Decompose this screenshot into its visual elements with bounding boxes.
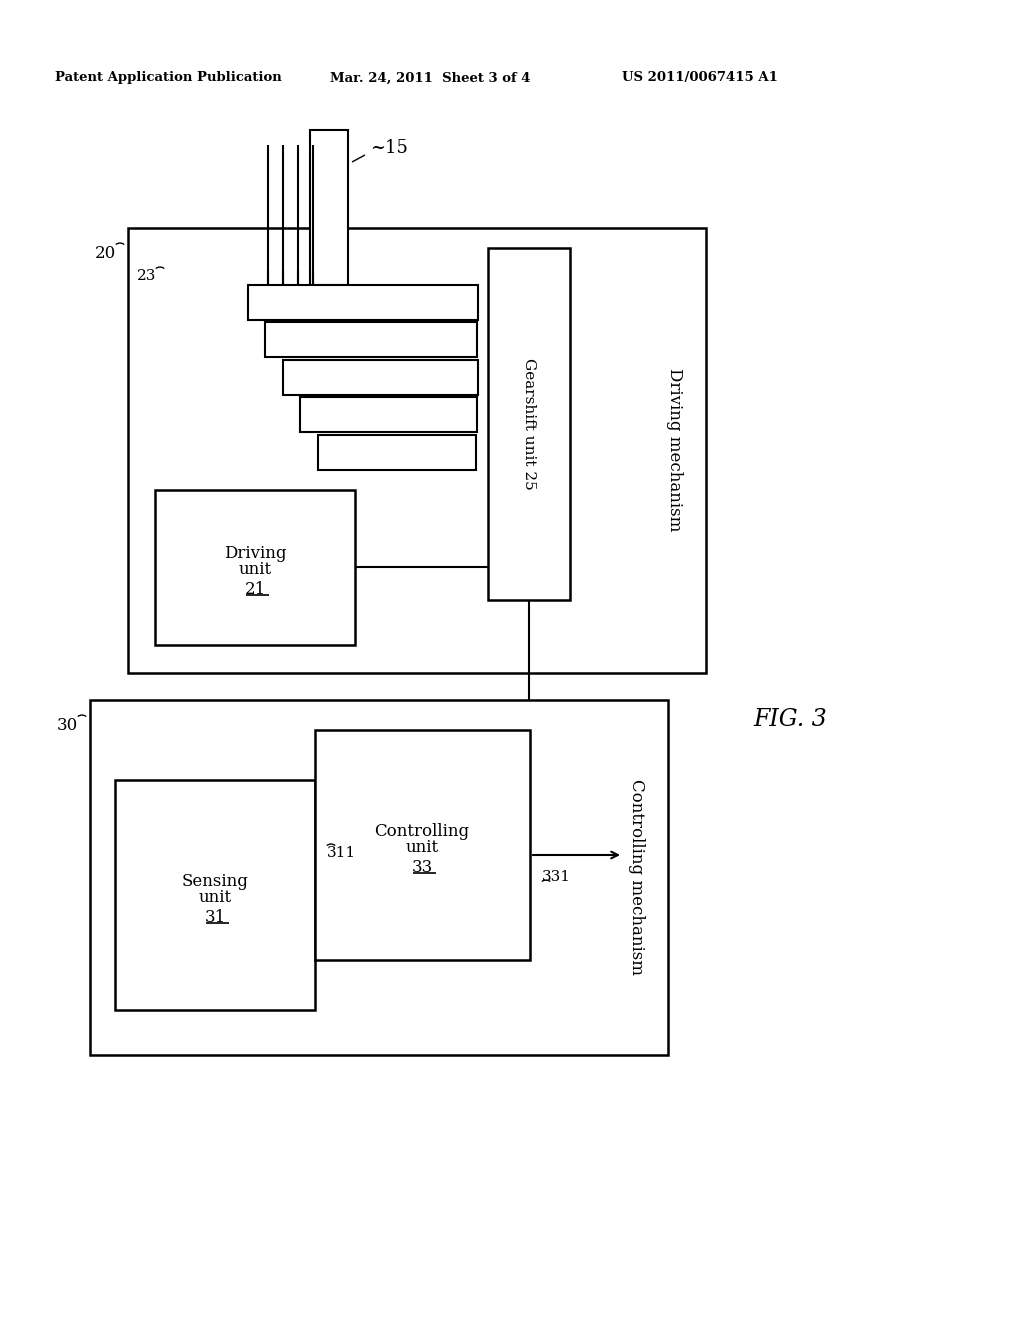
Text: Mar. 24, 2011  Sheet 3 of 4: Mar. 24, 2011 Sheet 3 of 4	[330, 71, 530, 84]
Text: Sensing: Sensing	[181, 873, 249, 890]
Text: 20: 20	[95, 244, 116, 261]
Text: Driving: Driving	[224, 544, 287, 561]
Text: 311: 311	[327, 846, 356, 861]
Text: 33: 33	[412, 858, 432, 875]
Bar	[248, 285, 478, 319]
Text: 23: 23	[136, 269, 156, 282]
Text: unit: unit	[199, 890, 231, 907]
Text: FIG. 3: FIG. 3	[753, 709, 826, 731]
Bar	[318, 436, 476, 470]
Bar	[128, 228, 706, 673]
Bar	[155, 490, 355, 645]
Bar	[488, 248, 570, 601]
Text: 21: 21	[245, 581, 265, 598]
Bar	[300, 397, 477, 432]
Text: Driving mechanism: Driving mechanism	[666, 368, 683, 532]
Text: 331: 331	[542, 870, 571, 884]
Text: Controlling mechanism: Controlling mechanism	[628, 779, 644, 975]
Text: Patent Application Publication: Patent Application Publication	[54, 71, 282, 84]
Bar	[265, 322, 477, 356]
Text: 30: 30	[56, 717, 78, 734]
Bar	[90, 700, 668, 1055]
Text: Gearshift unit 25: Gearshift unit 25	[522, 358, 536, 490]
Bar	[315, 730, 530, 960]
Bar	[310, 129, 348, 285]
Bar	[283, 360, 478, 395]
Text: US 2011/0067415 A1: US 2011/0067415 A1	[622, 71, 778, 84]
Text: 31: 31	[205, 908, 225, 925]
Text: Controlling: Controlling	[375, 822, 470, 840]
Text: unit: unit	[406, 840, 438, 857]
Text: ~15: ~15	[370, 139, 408, 157]
Bar	[115, 780, 315, 1010]
Text: unit: unit	[239, 561, 271, 578]
